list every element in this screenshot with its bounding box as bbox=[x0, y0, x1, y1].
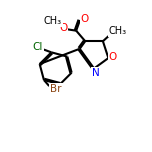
Text: O: O bbox=[59, 23, 67, 33]
Text: Br: Br bbox=[50, 84, 62, 94]
Text: Cl: Cl bbox=[33, 42, 43, 52]
Text: CH₃: CH₃ bbox=[44, 16, 62, 26]
Text: N: N bbox=[92, 68, 99, 78]
Text: O: O bbox=[80, 14, 89, 24]
Text: CH₃: CH₃ bbox=[109, 26, 127, 36]
Text: O: O bbox=[109, 52, 117, 62]
